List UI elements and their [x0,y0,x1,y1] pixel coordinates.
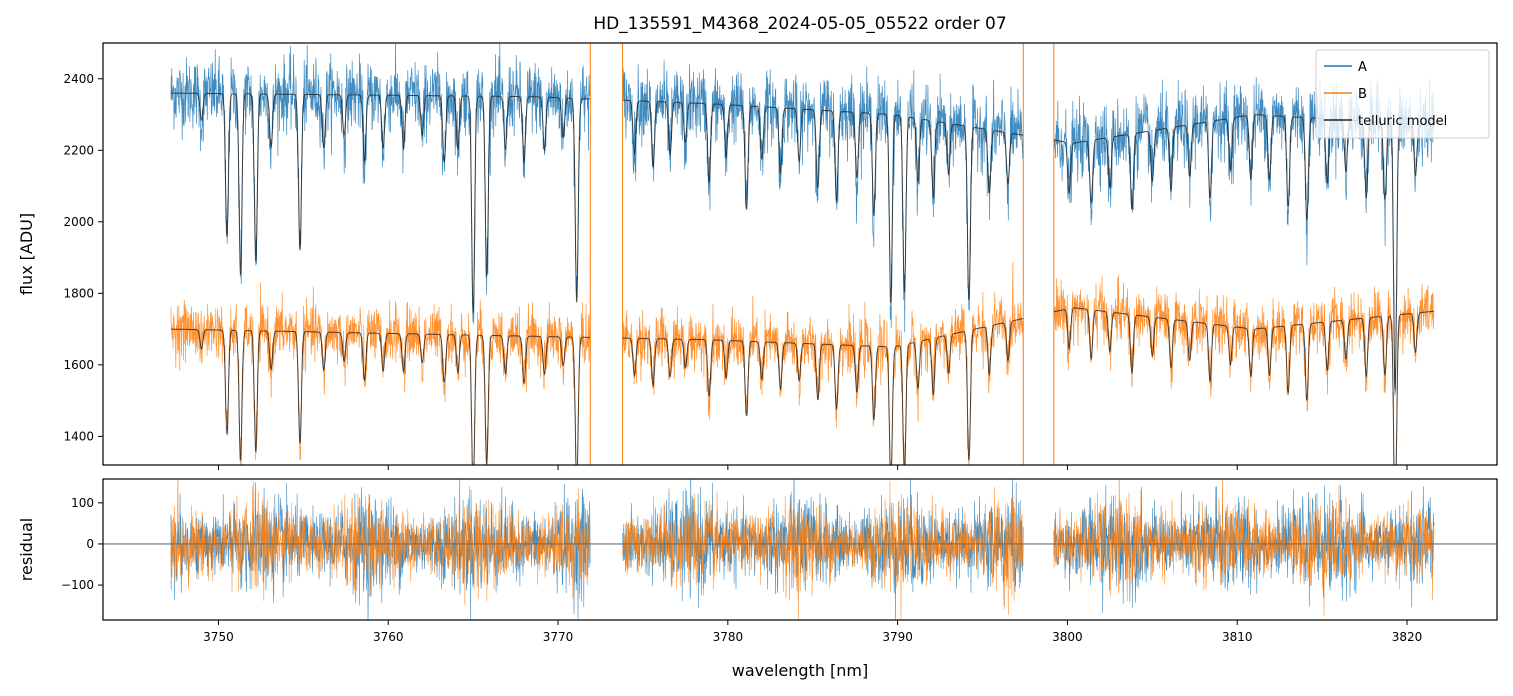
telluric-model-A-segment-2 [622,99,1024,303]
series-B-spectrum-segment-2 [622,261,1024,465]
legend-box [1315,49,1490,139]
x-tick-label: 3770 [543,630,574,644]
residual-panel: 3750 3760 3770 3780 3790 3800 3810 3820 −100 0 10… [17,478,1498,680]
series-A-spectrum-segment-2 [622,60,1024,333]
x-tick-label: 3810 [1222,630,1253,644]
x-tick-label: 3790 [882,630,913,644]
flux-y-ticks: 1400 1600 1800 2000 2200 2400 [63,72,103,443]
series-B-spectrum-segment-1 [170,282,591,465]
residual-y-tick-label: 100 [71,496,94,510]
legend-label: telluric model [1358,114,1447,129]
legend-label: B [1358,87,1367,102]
flux-plot-area [170,43,1435,465]
flux-axes-frame [102,42,1498,466]
chart-title: HD_135591_M4368_2024-05-05_05522 order 0… [593,14,1006,34]
legend-label: A [1358,60,1367,75]
x-tick-label: 3820 [1392,630,1423,644]
flux-y-tick-label: 2400 [63,72,94,86]
residual-y-ticks: −100 0 100 [61,496,103,592]
series-A-spectrum-segment-1 [170,43,591,325]
residual-axes-frame [102,478,1498,621]
residual-plot-area [103,479,1497,620]
telluric-model-B-segment-2 [622,318,1024,465]
flux-y-tick-label: 2200 [63,143,94,157]
x-tick-label: 3800 [1052,630,1083,644]
flux-y-axis-label: flux [ADU] [17,213,36,295]
flux-y-tick-label: 1800 [63,286,94,300]
telluric-model-A-segment-1 [170,92,591,313]
residual-B-segment-2 [622,481,1024,620]
telluric-model-B-segment-3 [1053,307,1435,465]
residual-B-segment-1 [170,479,591,606]
flux-y-tick-label: 2000 [63,215,94,229]
series-B-spectrum-segment-3 [1053,275,1435,465]
residual-y-tick-label: −100 [61,578,94,592]
residual-x-ticks: 3750 3760 3770 3780 3790 3800 3810 3820 [203,620,1422,644]
telluric-model-B-segment-1 [170,328,591,465]
x-tick-label: 3780 [713,630,744,644]
residual-B-segment-3 [1053,479,1435,616]
x-axis-label: wavelength [nm] [732,661,869,680]
x-tick-label: 3760 [373,630,404,644]
x-tick-label: 3750 [203,630,234,644]
flux-y-tick-label: 1400 [63,429,94,443]
flux-y-tick-label: 1600 [63,358,94,372]
residual-y-tick-label: 0 [86,537,94,551]
residual-A-segment-2 [622,479,1024,620]
residual-y-axis-label: residual [17,518,36,581]
flux-x-ticks [217,465,1408,470]
